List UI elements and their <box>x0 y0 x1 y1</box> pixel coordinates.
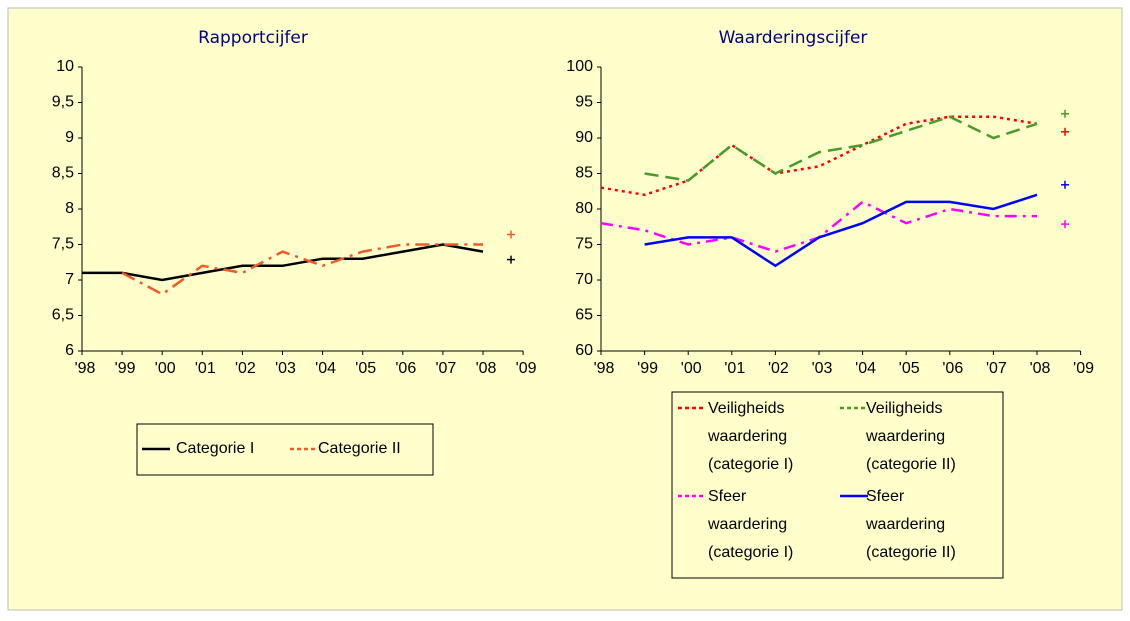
y-tick-label: 80 <box>575 200 593 217</box>
x-tick-label: '08 <box>1030 360 1051 377</box>
x-tick-label: '09 <box>516 360 537 377</box>
x-tick-label: '06 <box>395 360 416 377</box>
x-tick-label: '02 <box>768 360 789 377</box>
y-tick-label: 9,5 <box>52 94 74 111</box>
y-tick-label: 95 <box>575 94 593 111</box>
chart-title: Rapportcijfer <box>198 28 308 48</box>
x-tick-label: '98 <box>594 360 615 377</box>
x-tick-label: '99 <box>637 360 658 377</box>
x-tick-label: '01 <box>724 360 745 377</box>
x-tick-label: '09 <box>1073 360 1094 377</box>
x-tick-label: '07 <box>986 360 1007 377</box>
x-tick-label: '03 <box>275 360 296 377</box>
series-line <box>82 243 484 282</box>
y-tick-label: 65 <box>575 307 593 324</box>
legend-label: Veiligheids waardering (categorie II) <box>866 400 956 473</box>
x-tick-label: '00 <box>681 360 702 377</box>
y-tick-label: 6,5 <box>52 307 74 324</box>
y-tick-label: 70 <box>575 271 593 288</box>
y-tick-label: 7 <box>65 271 74 288</box>
y-tick-label: 7,5 <box>52 236 74 253</box>
series-line <box>644 193 1038 268</box>
y-tick-label: 100 <box>566 58 593 75</box>
x-tick-label: '02 <box>235 360 256 377</box>
legend-label: Categorie I <box>176 440 255 457</box>
legend-label: Categorie II <box>318 440 401 457</box>
x-tick-label: '03 <box>812 360 833 377</box>
x-tick-label: '05 <box>899 360 920 377</box>
y-tick-label: 8,5 <box>52 165 74 182</box>
x-tick-label: '04 <box>855 360 876 377</box>
legend-box <box>671 391 1004 579</box>
y-tick-label: 85 <box>575 165 593 182</box>
y-tick-label: 90 <box>575 129 593 146</box>
x-tick-label: '04 <box>315 360 336 377</box>
x-tick-label: '01 <box>195 360 216 377</box>
x-tick-label: '00 <box>155 360 176 377</box>
y-tick-label: 6 <box>65 342 74 359</box>
x-tick-label: '06 <box>942 360 963 377</box>
series-line <box>121 243 483 296</box>
background-panel <box>7 7 1123 611</box>
legend-label: Veiligheids waardering (categorie I) <box>708 400 794 473</box>
legend-box <box>136 423 434 476</box>
y-tick-label: 8 <box>65 200 74 217</box>
legend-label: Sfeer waardering (categorie I) <box>708 488 794 561</box>
y-tick-label: 10 <box>56 58 74 75</box>
chart-title: Waarderingscijfer <box>719 28 868 48</box>
x-tick-label: '98 <box>75 360 96 377</box>
x-tick-label: '07 <box>435 360 456 377</box>
x-tick-label: '08 <box>476 360 497 377</box>
y-tick-label: 75 <box>575 236 593 253</box>
x-tick-label: '99 <box>115 360 136 377</box>
x-tick-label: '05 <box>355 360 376 377</box>
y-tick-label: 60 <box>575 342 593 359</box>
legend-label: Sfeer waardering (categorie II) <box>866 488 956 561</box>
series-line <box>644 115 1038 182</box>
y-tick-label: 9 <box>65 129 74 146</box>
